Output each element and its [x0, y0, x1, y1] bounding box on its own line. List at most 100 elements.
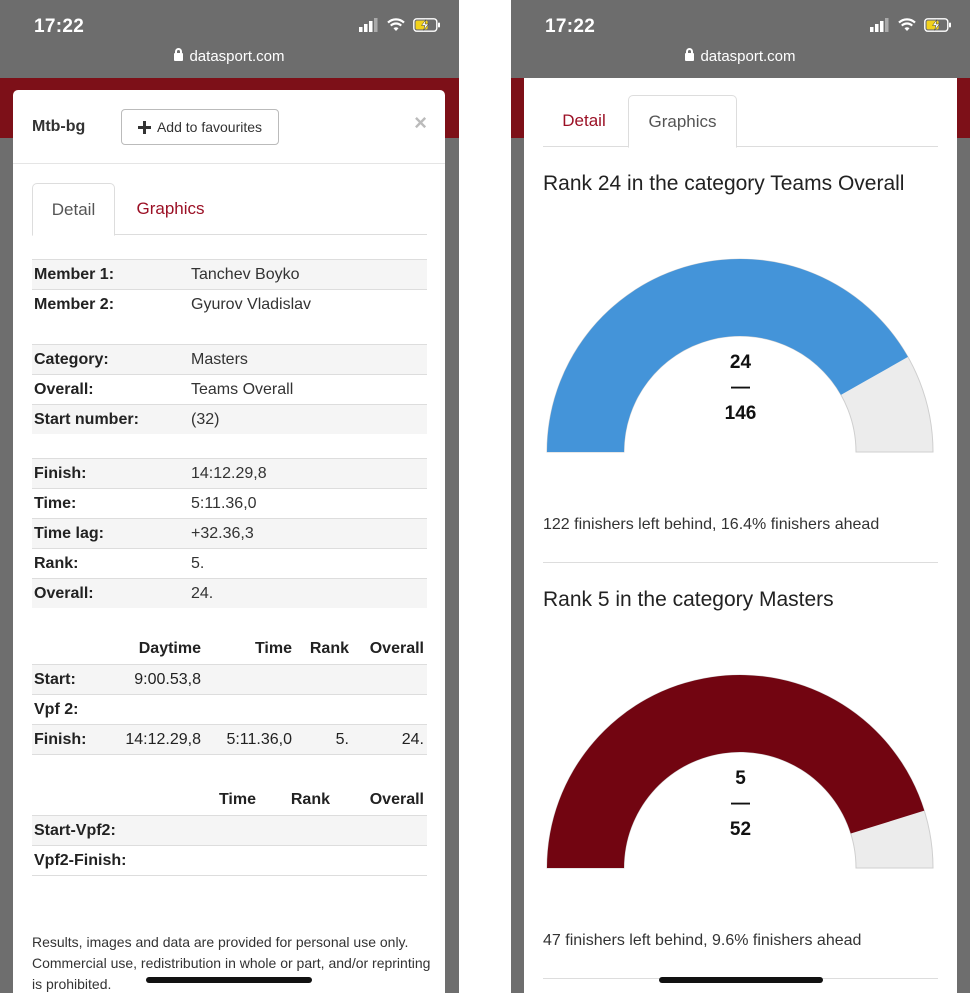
- row-label: Overall:: [34, 584, 94, 602]
- table-row: Member 2: Gyurov Vladislav: [32, 289, 427, 319]
- gauge-fill: [547, 259, 908, 452]
- row-value: (32): [191, 410, 220, 428]
- gauge-rank: 5: [735, 768, 746, 789]
- table-row: Overall: Teams Overall: [32, 374, 427, 404]
- row-label: Finish:: [34, 464, 87, 482]
- url-text: datasport.com: [189, 48, 285, 65]
- segments-table: Time Rank Overall Start-Vpf2: Vpf2-Finis…: [32, 785, 427, 876]
- splits-table: Daytime Time Rank Overall Start: 9:00.53…: [32, 634, 427, 755]
- rank-gauge-teams-overall: 24 — 146: [543, 255, 938, 455]
- gauge-total: 146: [724, 403, 757, 424]
- table-header: Time Rank Overall: [32, 785, 427, 815]
- gauge-svg: [546, 258, 934, 453]
- chart-summary: 122 finishers left behind, 16.4% finishe…: [543, 516, 880, 533]
- table-row: Start number: (32): [32, 404, 427, 434]
- row-label: Time lag:: [34, 524, 104, 542]
- signal-icon: [870, 18, 889, 32]
- column-header: Rank: [290, 791, 330, 808]
- column-header: Time: [218, 791, 256, 808]
- table-row: Start: 9:00.53,8: [32, 664, 427, 694]
- table-header: Daytime Time Rank Overall: [32, 634, 427, 664]
- row-value: 5.: [191, 554, 205, 572]
- clock: 17:22: [34, 16, 85, 37]
- row-label: Start-Vpf2:: [34, 821, 116, 839]
- url-text: datasport.com: [700, 48, 796, 65]
- table-row: Time lag: +32.36,3: [32, 518, 427, 548]
- tab-detail[interactable]: Detail: [32, 183, 115, 236]
- rank-gauge-masters: 5 — 52: [543, 671, 938, 871]
- table-row: Rank: 5.: [32, 548, 427, 578]
- plus-icon: [137, 120, 151, 134]
- row-value: Masters: [191, 350, 248, 368]
- phone-screen-graphics: 17:22 datasport.com Detail Graphics Rank…: [511, 0, 970, 993]
- row-value: 14:12.29,8: [191, 464, 267, 482]
- detail-modal: Mtb-bg Add to favourites × Detail Graphi…: [13, 90, 445, 993]
- table-bottom-border: [32, 754, 427, 755]
- row-value: 24.: [191, 584, 214, 602]
- cell: 14:12.29,8: [125, 730, 201, 748]
- table-row: Category: Masters: [32, 344, 427, 374]
- clock: 17:22: [545, 16, 596, 37]
- tab-graphics[interactable]: Graphics: [628, 95, 737, 148]
- section-divider: [543, 562, 938, 563]
- table-row: Finish: 14:12.29,8 5:11.36,0 5. 24.: [32, 724, 427, 754]
- url-bar[interactable]: datasport.com: [0, 48, 459, 65]
- lock-icon: [174, 48, 184, 61]
- members-table: Member 1: Tanchev Boyko Member 2: Gyurov…: [32, 259, 427, 319]
- add-to-favourites-label: Add to favourites: [156, 119, 263, 135]
- category-table: Category: Masters Overall: Teams Overall…: [32, 344, 427, 434]
- gauge-separator: —: [731, 793, 750, 814]
- cell: 24.: [401, 730, 424, 748]
- signal-icon: [359, 18, 378, 32]
- battery-charging-icon: [413, 18, 440, 32]
- row-label: Time:: [34, 494, 77, 512]
- tab-bar: Detail Graphics: [543, 95, 938, 148]
- row-label: Vpf2-Finish:: [34, 851, 127, 869]
- modal-header: Mtb-bg Add to favourites ×: [13, 90, 445, 164]
- chart-summary: 47 finishers left behind, 9.6% finishers…: [543, 932, 862, 949]
- close-icon[interactable]: ×: [414, 110, 427, 135]
- results-table: Finish: 14:12.29,8 Time: 5:11.36,0 Time …: [32, 458, 427, 608]
- tab-detail[interactable]: Detail: [562, 111, 606, 130]
- modal-title: Mtb-bg: [32, 118, 86, 135]
- url-bar[interactable]: datasport.com: [511, 48, 970, 65]
- row-label: Rank:: [34, 554, 79, 572]
- add-to-favourites-button[interactable]: Add to favourites: [121, 109, 279, 145]
- row-value: Gyurov Vladislav: [191, 295, 312, 313]
- column-header: Overall: [369, 640, 424, 657]
- row-label: Vpf 2:: [34, 700, 79, 718]
- gauge-fill: [547, 675, 925, 868]
- row-label: Start number:: [34, 410, 139, 428]
- gauge-svg: [546, 674, 934, 869]
- row-value: +32.36,3: [191, 524, 254, 542]
- tab-graphics[interactable]: Graphics: [136, 199, 205, 218]
- cell: 5.: [335, 730, 349, 748]
- wifi-icon: [387, 18, 405, 31]
- gauge-rank: 24: [729, 352, 752, 373]
- status-icons: [870, 18, 952, 32]
- chart-title: Rank 5 in the category Masters: [543, 588, 834, 611]
- row-label: Member 1:: [34, 265, 115, 283]
- graphics-panel: Detail Graphics Rank 24 in the category …: [524, 78, 957, 993]
- row-value: Teams Overall: [191, 380, 294, 398]
- cell: 9:00.53,8: [134, 670, 201, 688]
- status-bar: 17:22 datasport.com: [0, 0, 459, 78]
- table-row: Finish: 14:12.29,8: [32, 458, 427, 488]
- table-row: Vpf 2:: [32, 694, 427, 724]
- table-row: Overall: 24.: [32, 578, 427, 608]
- status-bar: 17:22 datasport.com: [511, 0, 970, 78]
- cell: 5:11.36,0: [226, 730, 292, 748]
- column-header: Rank: [309, 640, 349, 657]
- table-row: Member 1: Tanchev Boyko: [32, 259, 427, 289]
- home-indicator[interactable]: [146, 977, 312, 983]
- row-label: Member 2:: [34, 295, 115, 313]
- wifi-icon: [898, 18, 916, 31]
- column-header: Time: [254, 640, 292, 657]
- row-value: 5:11.36,0: [191, 494, 257, 512]
- table-bottom-border: [32, 875, 427, 876]
- column-header: Overall: [369, 791, 424, 808]
- home-indicator[interactable]: [659, 977, 823, 983]
- tab-bar: Detail Graphics: [32, 183, 427, 236]
- gauge-total: 52: [729, 819, 752, 840]
- column-header: Daytime: [138, 640, 201, 657]
